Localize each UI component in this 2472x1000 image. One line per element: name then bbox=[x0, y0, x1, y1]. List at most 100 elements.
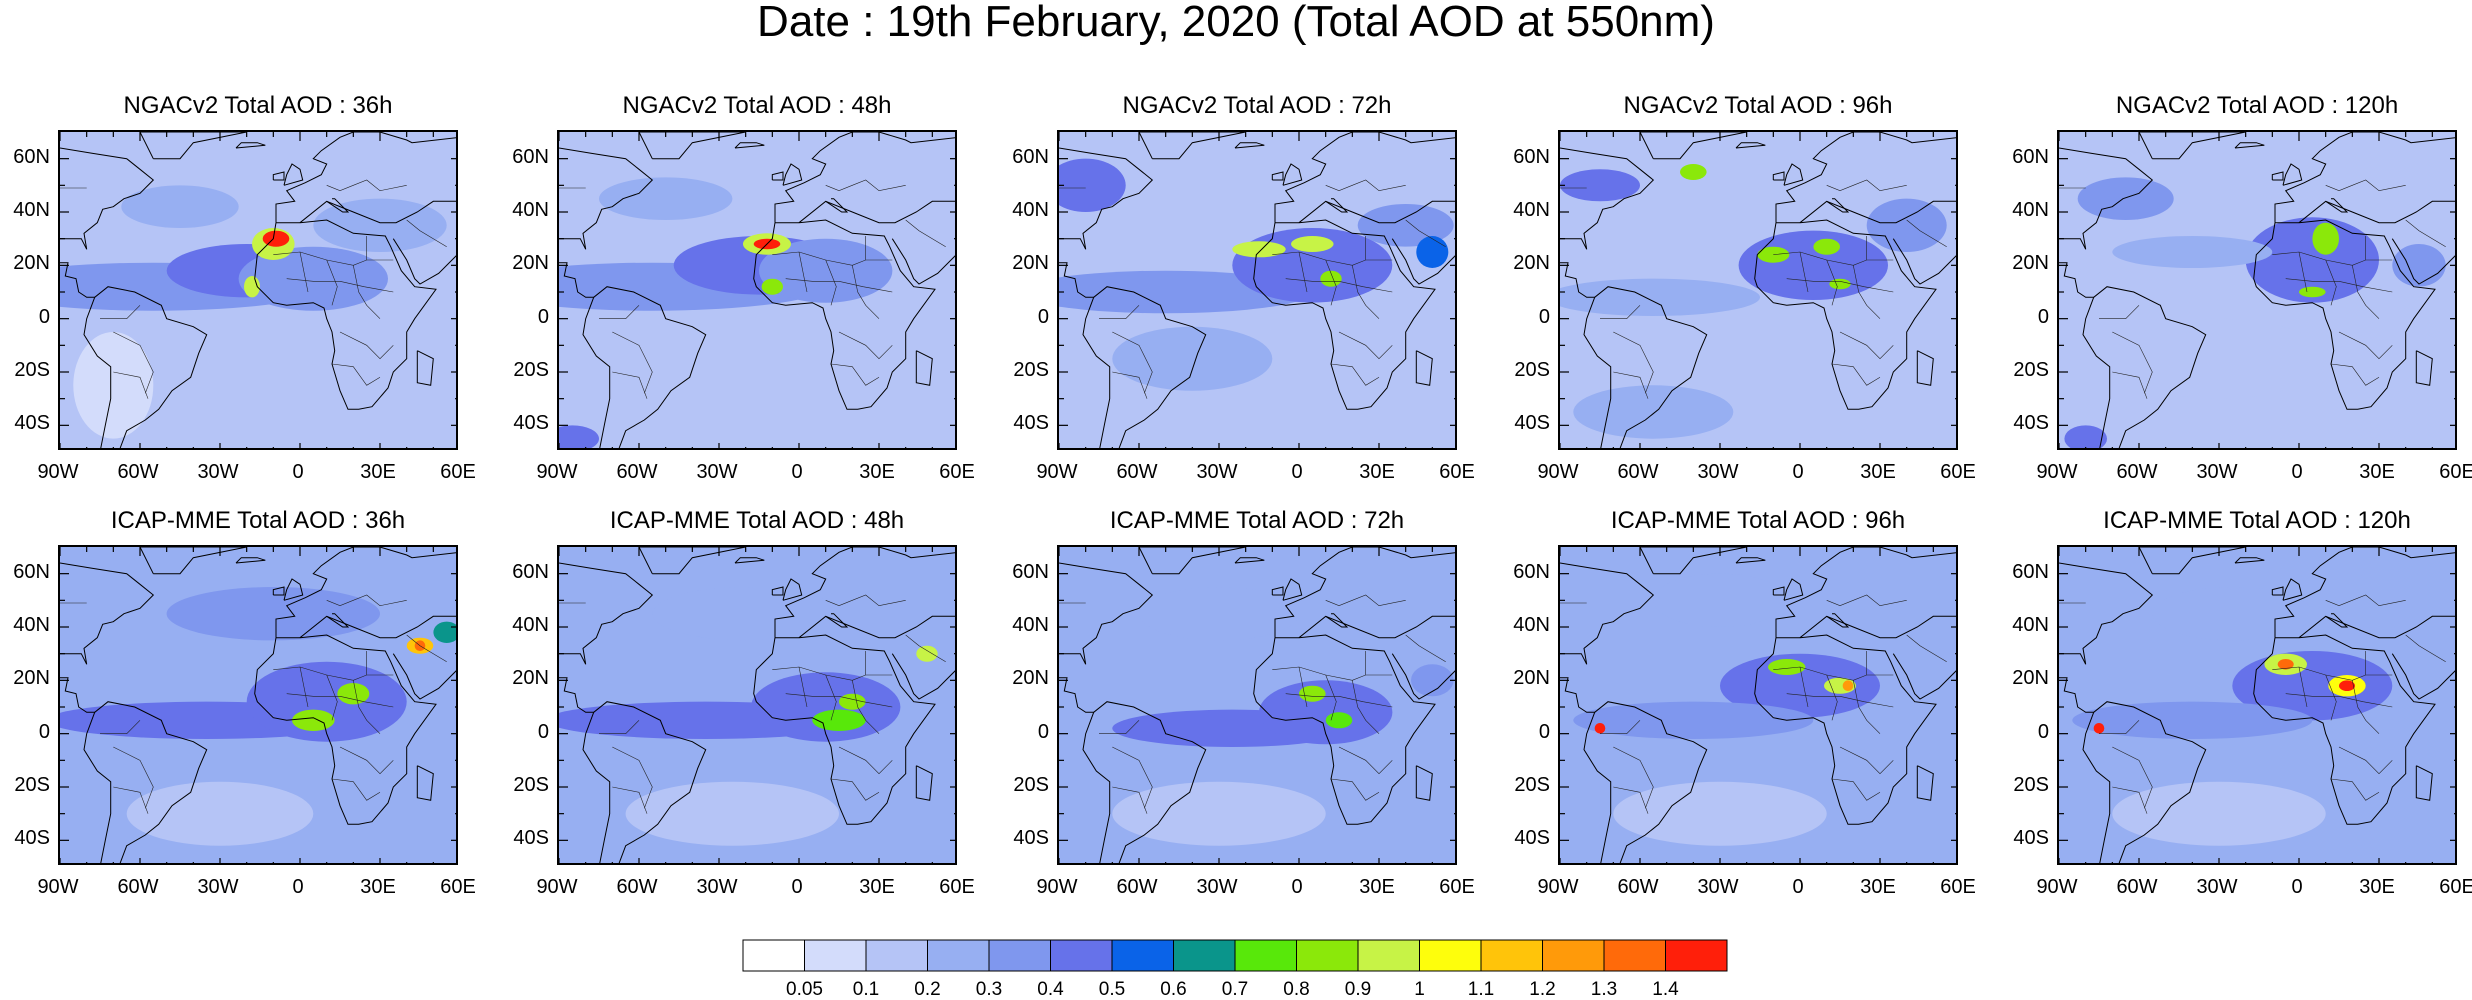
aod-feature bbox=[1411, 664, 1454, 697]
country-border bbox=[1773, 666, 1894, 681]
aod-map bbox=[60, 132, 456, 448]
coastline bbox=[2271, 586, 2284, 596]
country-border bbox=[2285, 278, 2393, 293]
lon-tick-label: 30W bbox=[696, 461, 738, 483]
aod-feature bbox=[2312, 222, 2339, 255]
colorbar-swatch bbox=[1603, 939, 1666, 972]
coastline bbox=[2282, 578, 2303, 601]
colorbar-swatch bbox=[804, 939, 867, 972]
aod-feature bbox=[625, 781, 839, 846]
country-border bbox=[2099, 720, 2140, 734]
panel-title: NGACv2 Total AOD : 72h bbox=[1122, 92, 1392, 119]
country-border bbox=[825, 179, 906, 192]
country-border bbox=[286, 278, 394, 293]
coastline bbox=[235, 557, 266, 564]
lat-tick-label: 0 bbox=[537, 720, 549, 743]
lon-tick-label: 30E bbox=[1860, 461, 1896, 483]
coastline bbox=[235, 142, 266, 149]
lat-tick-label: 20S bbox=[14, 359, 50, 381]
panel-title: NGACv2 Total AOD : 36h bbox=[123, 92, 393, 119]
coastline bbox=[1325, 198, 1349, 213]
coastline bbox=[1274, 547, 1455, 638]
aod-feature bbox=[1866, 198, 1947, 252]
coastline bbox=[915, 350, 933, 386]
coastline bbox=[2274, 132, 2455, 223]
lon-tick-label: 30E bbox=[1359, 876, 1395, 898]
colorbar-label: 1.1 bbox=[1467, 979, 1495, 1000]
coastline bbox=[1059, 262, 1094, 298]
lat-tick-label: 40N bbox=[1012, 199, 1049, 221]
aod-feature bbox=[1653, 573, 1787, 627]
lon-tick-label: 60E bbox=[1439, 461, 1475, 483]
coastline bbox=[2298, 200, 2455, 224]
coastline bbox=[94, 286, 208, 448]
lat-tick-label: 40S bbox=[513, 827, 549, 850]
coastline bbox=[1892, 653, 1956, 700]
coastline bbox=[2234, 142, 2265, 149]
lat-tick-label: 40S bbox=[1013, 827, 1049, 850]
country-border bbox=[1338, 746, 1393, 775]
aod-feature bbox=[1842, 680, 1854, 691]
country-border bbox=[2338, 746, 2393, 775]
coastline bbox=[593, 701, 707, 863]
lon-tick-label: 30W bbox=[2196, 876, 2238, 898]
coastline bbox=[1253, 219, 1436, 410]
coastline bbox=[416, 350, 434, 386]
country-border bbox=[1613, 746, 1654, 809]
country-border bbox=[905, 219, 946, 247]
aod-feature bbox=[1560, 169, 1640, 202]
colorbar-swatch bbox=[988, 939, 1051, 972]
coastline bbox=[1772, 586, 1785, 596]
aod-feature bbox=[262, 230, 290, 247]
lon-tick-label: 60E bbox=[440, 876, 476, 898]
lat-tick-label: 0 bbox=[1538, 720, 1550, 743]
lon-tick-label: 30W bbox=[1196, 876, 1238, 898]
lat-tick-label: 40N bbox=[1012, 614, 1049, 636]
aod-feature bbox=[761, 278, 783, 295]
aod-feature bbox=[126, 781, 314, 846]
country-border bbox=[1826, 674, 1838, 721]
aod-feature bbox=[166, 587, 380, 641]
lon-tick-label: 60W bbox=[616, 461, 658, 483]
lat-tick-label: 20N bbox=[1513, 667, 1550, 690]
lat-tick-label: 20N bbox=[1012, 667, 1049, 690]
aod-feature bbox=[1320, 270, 1342, 287]
coastline bbox=[559, 147, 654, 250]
country-border bbox=[905, 634, 946, 662]
coastline bbox=[2082, 297, 2111, 448]
coastline bbox=[299, 615, 456, 639]
country-border bbox=[299, 666, 309, 708]
aod-feature bbox=[751, 672, 901, 742]
aod-feature bbox=[812, 709, 866, 731]
country-border bbox=[1352, 680, 1380, 734]
country-border bbox=[1831, 363, 1881, 386]
coastline bbox=[559, 562, 654, 665]
colorbar-label: 0.5 bbox=[1098, 979, 1126, 1000]
coastline bbox=[798, 200, 955, 224]
aod-feature bbox=[313, 198, 447, 252]
lon-tick-label: 0 bbox=[2291, 461, 2303, 483]
aod-map bbox=[1059, 132, 1455, 448]
coastline bbox=[1772, 171, 1785, 181]
lon-tick-label: 90W bbox=[1537, 461, 1579, 483]
coastline bbox=[2093, 286, 2207, 448]
country-border bbox=[1112, 331, 1153, 394]
coastline bbox=[1560, 562, 1655, 665]
lat-tick-label: 20N bbox=[512, 252, 549, 275]
coastline bbox=[891, 653, 955, 700]
aod-map bbox=[1560, 547, 1956, 863]
country-border bbox=[1112, 746, 1153, 809]
coastline bbox=[1082, 297, 1111, 448]
country-border bbox=[798, 666, 808, 708]
map-panel bbox=[557, 130, 957, 450]
coastline bbox=[825, 613, 849, 628]
lat-tick-label: 40S bbox=[1514, 827, 1550, 850]
lon-tick-label: 90W bbox=[536, 876, 578, 898]
coastline bbox=[774, 547, 955, 638]
lon-tick-label: 90W bbox=[37, 461, 79, 483]
coastline bbox=[1916, 765, 1934, 801]
country-border bbox=[838, 746, 893, 775]
lon-tick-label: 0 bbox=[791, 461, 803, 483]
coastline bbox=[734, 557, 765, 564]
coastline bbox=[83, 712, 112, 863]
